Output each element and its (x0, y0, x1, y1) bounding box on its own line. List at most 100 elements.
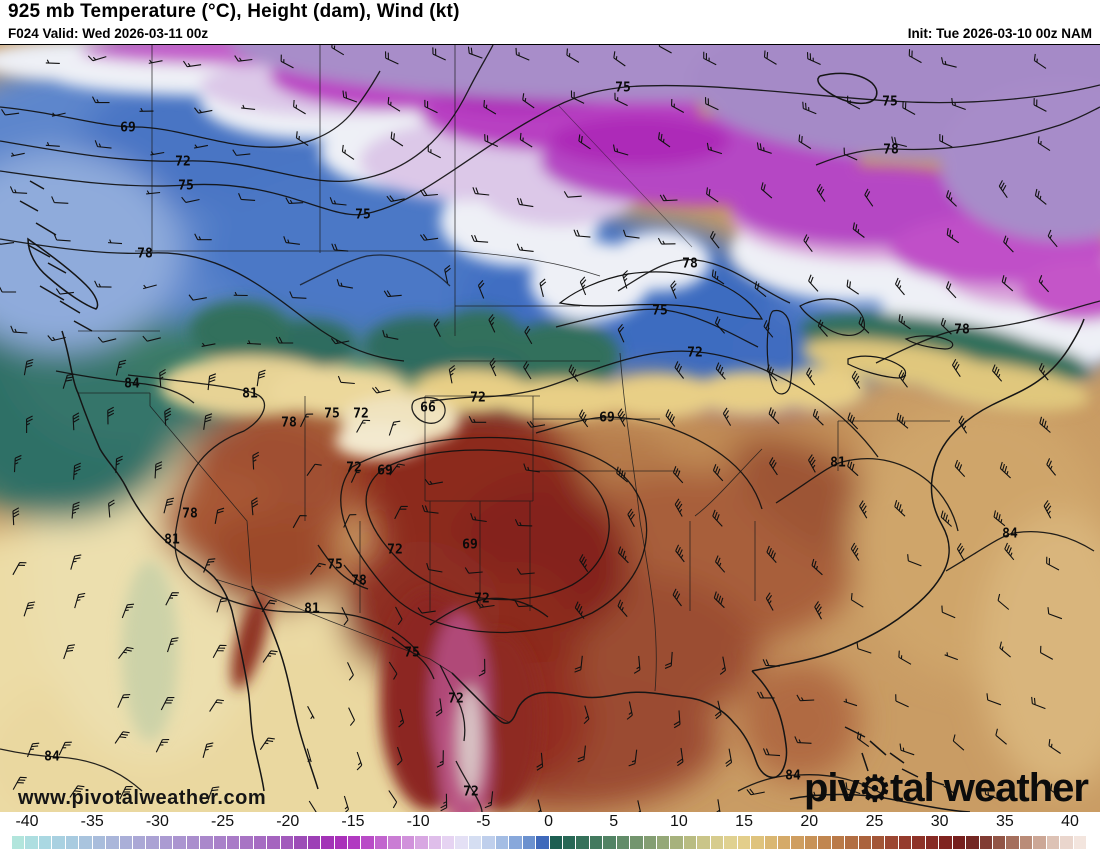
svg-text:78: 78 (351, 574, 367, 589)
colorbar-tick-label: 10 (669, 813, 688, 830)
colorbar-tick-label: 5 (609, 813, 619, 830)
temperature-field (0, 45, 1100, 812)
colorbar-segment (442, 836, 455, 849)
colorbar-tick-label: -20 (276, 813, 300, 830)
svg-text:84: 84 (124, 377, 140, 392)
gulf-coastline (451, 670, 788, 779)
colorbar-segment (670, 836, 683, 849)
colorbar-segment (804, 836, 818, 849)
colorbar-area: -40 -35 -30 -25 -20 -15 -10 -5 0 5 10 15 20 25 30 35 40 (0, 812, 1100, 850)
svg-text:78: 78 (137, 247, 153, 262)
svg-text:75: 75 (404, 646, 420, 661)
svg-text:84: 84 (1002, 527, 1018, 542)
colorbar-segment (38, 836, 52, 849)
colorbar-segment (764, 836, 777, 849)
colorbar-segment (643, 836, 656, 849)
svg-text:75: 75 (355, 208, 371, 223)
watermark-url: www.pivotalweather.com (18, 787, 267, 809)
colorbar-segment (186, 836, 200, 849)
colorbar-segment (589, 836, 603, 849)
colorbar-tick-label: -40 (15, 813, 39, 830)
svg-text:78: 78 (281, 416, 297, 431)
colorbar-segment (482, 836, 495, 849)
lake-ontario (904, 335, 954, 350)
colorbar-tick-label: 15 (735, 813, 753, 830)
colorbar-tick-label: -15 (341, 813, 365, 830)
colorbar-segment (388, 836, 401, 849)
colorbar-segment (455, 836, 468, 849)
svg-text:75: 75 (324, 407, 340, 422)
colorbar-tick-label: -10 (406, 813, 430, 830)
colorbar-tick-label: -25 (211, 813, 235, 830)
colorbar-segment (509, 836, 522, 849)
colorbar-segment (858, 836, 871, 849)
svg-text:75: 75 (327, 558, 343, 573)
svg-text:75: 75 (652, 304, 668, 319)
svg-text:81: 81 (830, 456, 846, 471)
colorbar-tick-label: 25 (865, 813, 884, 830)
colorbar-segment (952, 836, 966, 849)
colorbar-tick-label: 35 (995, 813, 1014, 830)
colorbar-segment (576, 836, 589, 849)
svg-text:69: 69 (120, 121, 136, 136)
svg-text:75: 75 (615, 81, 631, 96)
colorbar-segment (831, 836, 845, 849)
colorbar-tick-label: -35 (80, 813, 104, 830)
colorbar-segment (52, 836, 65, 849)
colorbar-tick-label: 20 (800, 813, 819, 830)
map-area: 69 72 75 78 75 75 78 75 75 78 78 72 72 66 75 72 78 69 84 81… (0, 44, 1100, 813)
colorbar-segment (1019, 836, 1033, 849)
colorbar-segment (1060, 836, 1073, 849)
colorbar-segment (992, 836, 1006, 849)
colorbar-segment (979, 836, 992, 849)
svg-text:72: 72 (463, 785, 479, 800)
colorbar-segment (92, 836, 106, 849)
colorbar-segment (872, 836, 885, 849)
colorbar-segment (79, 836, 92, 849)
svg-text:81: 81 (304, 602, 320, 617)
colorbar-segment (845, 836, 858, 849)
colorbar-segment (173, 836, 186, 849)
colorbar-tick-label: 40 (1061, 813, 1079, 830)
colorbar-segment (737, 836, 751, 849)
svg-text:78: 78 (182, 507, 198, 522)
colorbar-segment (885, 836, 898, 849)
lake-michigan (766, 309, 793, 395)
contour-lines (0, 45, 1100, 812)
watermark-brand: piv⚙tal weather (803, 766, 1089, 810)
svg-text:78: 78 (682, 257, 698, 272)
svg-text:72: 72 (448, 692, 464, 707)
svg-text:72: 72 (353, 407, 369, 422)
colorbar-segment (522, 836, 536, 849)
colorbar-segment (1006, 836, 1019, 849)
colorbar-segment (912, 836, 925, 849)
colorbar-segment (106, 836, 119, 849)
colorbar-segment (549, 836, 562, 849)
colorbar-segment (253, 836, 267, 849)
svg-text:69: 69 (599, 411, 615, 426)
colorbar-segment (697, 836, 710, 849)
svg-text:75: 75 (178, 179, 194, 194)
colorbar-segment (415, 836, 428, 849)
colorbar-segment (361, 836, 374, 849)
wind-barbs (0, 45, 1063, 812)
svg-text:84: 84 (44, 750, 60, 765)
colorbar-segment (724, 836, 737, 849)
svg-text:78: 78 (954, 323, 970, 338)
colorbar-segment (603, 836, 616, 849)
pacific-coastline (61, 330, 265, 792)
colorbar-segment (1073, 836, 1086, 849)
colorbar-segment (25, 836, 38, 849)
colorbar-segment (294, 836, 307, 849)
svg-text:72: 72 (474, 592, 490, 607)
colorbar-segment (267, 836, 280, 849)
svg-text:81: 81 (242, 387, 258, 402)
colorbar-tick-label: 30 (930, 813, 949, 830)
vancouver-island (27, 237, 99, 310)
atlantic-coastline (751, 318, 1085, 672)
colorbar-segment (428, 836, 441, 849)
header: 925 mb Temperature (°C), Height (dam), W… (0, 0, 1100, 44)
svg-text:72: 72 (687, 346, 703, 361)
colorbar-segment (616, 836, 630, 849)
